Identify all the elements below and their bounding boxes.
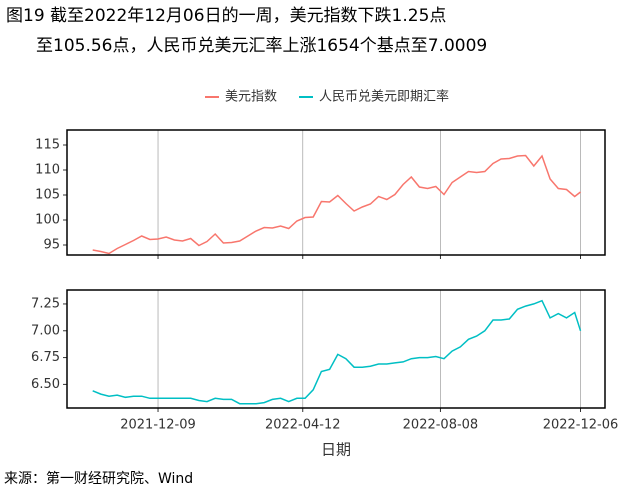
chart-title: 图19 截至2022年12月06日的一周，美元指数下跌1.25点 (6, 6, 446, 26)
y-tick-label: 110 (35, 163, 60, 178)
chart-title: 至105.56点，人民币兑美元汇率上涨1654个基点至7.0009 (36, 36, 487, 56)
legend-label: 人民币兑美元即期汇率 (319, 89, 449, 105)
y-tick-label: 105 (35, 188, 60, 203)
panel-border (66, 129, 606, 256)
legend-label: 美元指数 (225, 90, 277, 105)
line (92, 299, 582, 405)
x-axis-label: 日期 (321, 441, 351, 459)
y-tick-label: 6.50 (31, 377, 60, 392)
y-tick-label: 115 (35, 138, 60, 153)
x-tick-label: 2022-12-06 (543, 418, 619, 433)
y-tick-label: 95 (43, 238, 60, 253)
y-tick-label: 7.25 (31, 296, 60, 311)
panel-border (66, 289, 606, 409)
x-tick-label: 2022-04-12 (265, 418, 341, 433)
y-tick-label: 7.00 (31, 323, 60, 338)
x-tick-label: 2022-08-08 (403, 418, 479, 433)
y-tick-label: 6.75 (31, 350, 60, 365)
source: 来源：第一财经研究院、Wind (4, 470, 193, 487)
y-tick-label: 100 (35, 213, 60, 228)
line (92, 154, 581, 255)
x-tick-label: 2021-12-09 (120, 418, 196, 433)
